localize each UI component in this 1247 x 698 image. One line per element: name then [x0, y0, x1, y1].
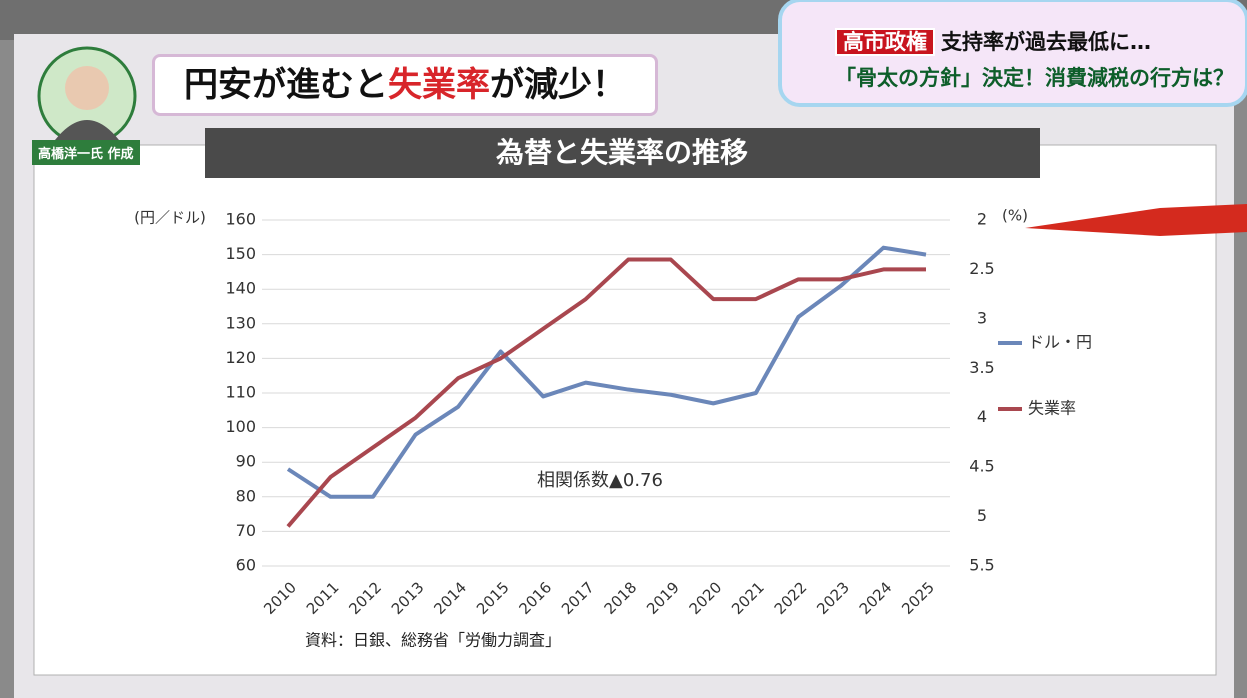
legend-label: ドル・円 — [1028, 333, 1092, 352]
y2-tick-label: 2.5 — [969, 259, 994, 278]
y-tick-label: 80 — [236, 486, 256, 505]
chart-title: 為替と失業率の推移 — [496, 136, 748, 169]
ticker-box — [778, 0, 1247, 107]
y-tick-label: 140 — [225, 279, 256, 298]
headline-part: 円安が進むと — [184, 65, 388, 105]
y-tick-label: 60 — [236, 556, 256, 575]
y-tick-label: 160 — [225, 210, 256, 229]
y2-tick-label: 5.5 — [969, 556, 994, 575]
y-tick-label: 70 — [236, 521, 256, 540]
pen — [1025, 204, 1247, 236]
y-tick-label: 90 — [236, 452, 256, 471]
y-tick-label: 100 — [225, 417, 256, 436]
y-axis-label: (円／ドル) — [134, 209, 206, 227]
y-tick-label: 150 — [225, 244, 256, 263]
y2-tick-label: 4 — [977, 407, 987, 426]
y-tick-label: 120 — [225, 348, 256, 367]
y2-tick-label: 4.5 — [969, 457, 994, 476]
avatar-face — [65, 66, 109, 110]
y2-tick-label: 2 — [977, 210, 987, 229]
annotation: 相関係数▲0.76 — [537, 470, 663, 491]
legend-label: 失業率 — [1028, 399, 1076, 418]
ticker-text: 支持率が過去最低に… — [941, 30, 1151, 54]
headline-part: が減少！ — [490, 65, 626, 105]
ticker-line: 「骨太の方針」決定！消費減税の行方は？ — [835, 66, 1234, 90]
title-bar — [205, 128, 1040, 178]
y2-axis-label: (%) — [1002, 207, 1028, 225]
y2-tick-label: 3.5 — [969, 358, 994, 377]
y-tick-label: 130 — [225, 313, 256, 332]
line-series — [286, 245, 927, 499]
headline: 円安が進むと失業率が減少！ — [152, 54, 658, 116]
y-tick-label: 110 — [225, 383, 256, 402]
source: 資料：日銀、総務省「労働力調査」 — [305, 631, 561, 650]
line-series — [286, 257, 926, 528]
y2-tick-label: 5 — [977, 506, 987, 525]
author: 高橋洋一氏 作成 — [32, 140, 140, 165]
y2-tick-label: 3 — [977, 308, 987, 327]
headline-part: 失業率 — [388, 65, 490, 105]
ticker-line: 高市政権 支持率が過去最低に… — [835, 26, 1151, 56]
avatar-body — [55, 120, 119, 140]
ticker-tag: 高市政権 — [835, 28, 935, 56]
